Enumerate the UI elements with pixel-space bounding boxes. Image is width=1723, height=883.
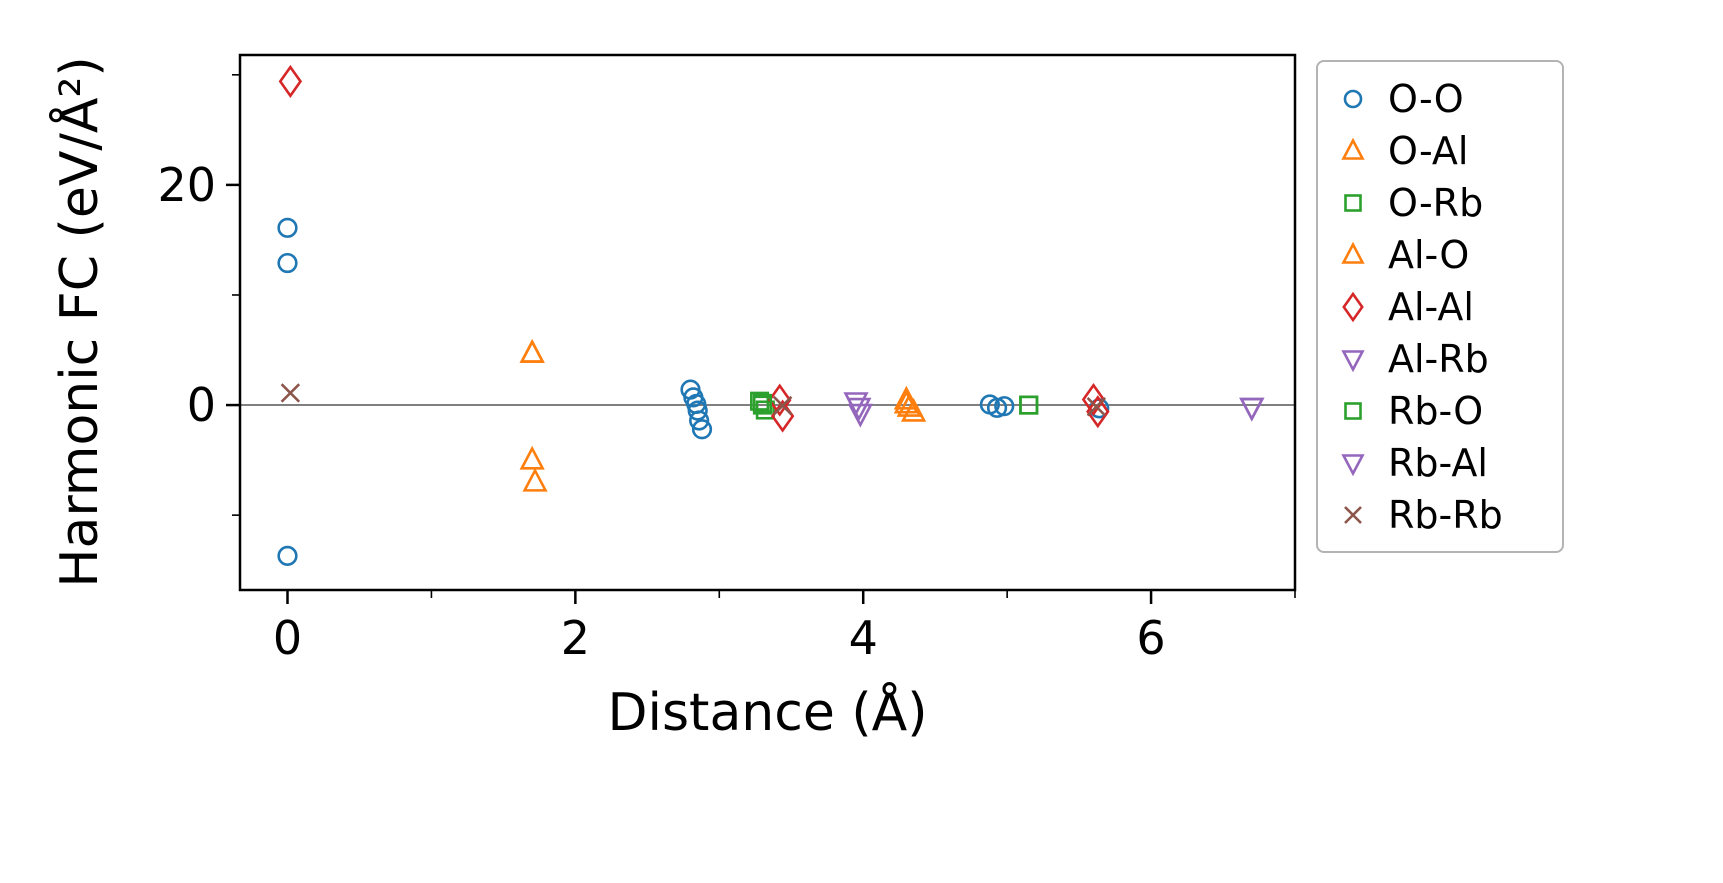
legend-item-Al-O: Al-O [1330,232,1552,277]
x-marker-icon [1344,505,1362,524]
legend-label: Al-O [1388,232,1470,277]
legend-label: Rb-O [1388,388,1484,433]
point-Rb-Rb [772,395,793,416]
point-O-O [691,419,713,440]
legend-item-Al-Rb: Al-Rb [1330,336,1552,381]
point-Rb-O [1019,395,1039,415]
x-tick-label: 0 [273,611,302,665]
legend-item-O-Al: O-Al [1330,128,1552,173]
legend-item-O-O: O-O [1330,76,1552,121]
point-Rb-Rb [280,383,301,403]
point-Rb-O [752,393,773,413]
point-O-O [689,410,710,431]
legend-label: O-Rb [1388,180,1484,225]
triangle-up-marker-icon [1341,241,1365,264]
point-O-Rb [755,400,775,420]
point-Al-Al [768,383,792,417]
point-O-Al [900,397,927,422]
legend: O-O O-Al O-Rb Al-O Al-Al Al-Rb Rb-O Rb-Al Rb-Rb [1316,60,1564,553]
legend-item-Rb-Rb: Rb-Rb [1330,492,1552,537]
point-Rb-Al [846,397,872,422]
square-marker-icon [1344,401,1362,420]
point-Al-O [893,389,919,414]
square-marker-icon [1344,193,1362,212]
legend-item-Rb-Al: Rb-Al [1330,440,1552,485]
y-tick-label: 20 [157,158,216,212]
point-Al-Al [1086,395,1110,429]
point-O-O [986,397,1008,418]
legend-label: O-Al [1388,128,1469,173]
point-Al-O [519,338,545,363]
point-Al-Al [278,64,303,98]
point-O-Al [519,338,545,363]
x-axis-label: Distance (Å) [607,683,928,743]
y-tick-label: 0 [187,378,216,432]
x-tick-label: 4 [849,611,878,665]
legend-label: Al-Al [1388,284,1474,329]
legend-label: O-O [1388,76,1464,121]
y-axis-label: Harmonic FC (eV/Å²) [50,56,110,588]
circle-marker-icon [1343,89,1363,108]
x-tick-label: 6 [1136,611,1165,665]
point-O-O [277,252,298,274]
triangle-down-marker-icon [1341,453,1365,476]
point-O-O [994,396,1015,417]
point-O-Al [522,467,548,492]
point-Al-Rb [847,403,873,428]
x-tick-label: 2 [561,611,590,665]
triangle-up-marker-icon [1341,137,1365,160]
point-O-Al [519,445,545,470]
triangle-down-marker-icon [1341,349,1365,372]
legend-item-Rb-O: Rb-O [1330,388,1552,433]
point-Rb-Al [1239,397,1265,422]
legend-label: Rb-Al [1388,440,1488,485]
point-O-O [277,217,298,238]
legend-label: Al-Rb [1388,336,1489,381]
point-Al-Rb [1239,397,1265,422]
plot-frame [238,53,1297,592]
legend-label: Rb-Rb [1388,492,1503,537]
legend-item-Al-Al: Al-Al [1330,284,1552,329]
point-O-O [687,400,708,421]
point-Rb-Rb [1086,396,1107,417]
diamond-marker-icon [1342,291,1364,322]
legend-item-O-Rb: O-Rb [1330,180,1552,225]
point-O-O [277,545,298,566]
point-Al-Al [1081,383,1106,417]
